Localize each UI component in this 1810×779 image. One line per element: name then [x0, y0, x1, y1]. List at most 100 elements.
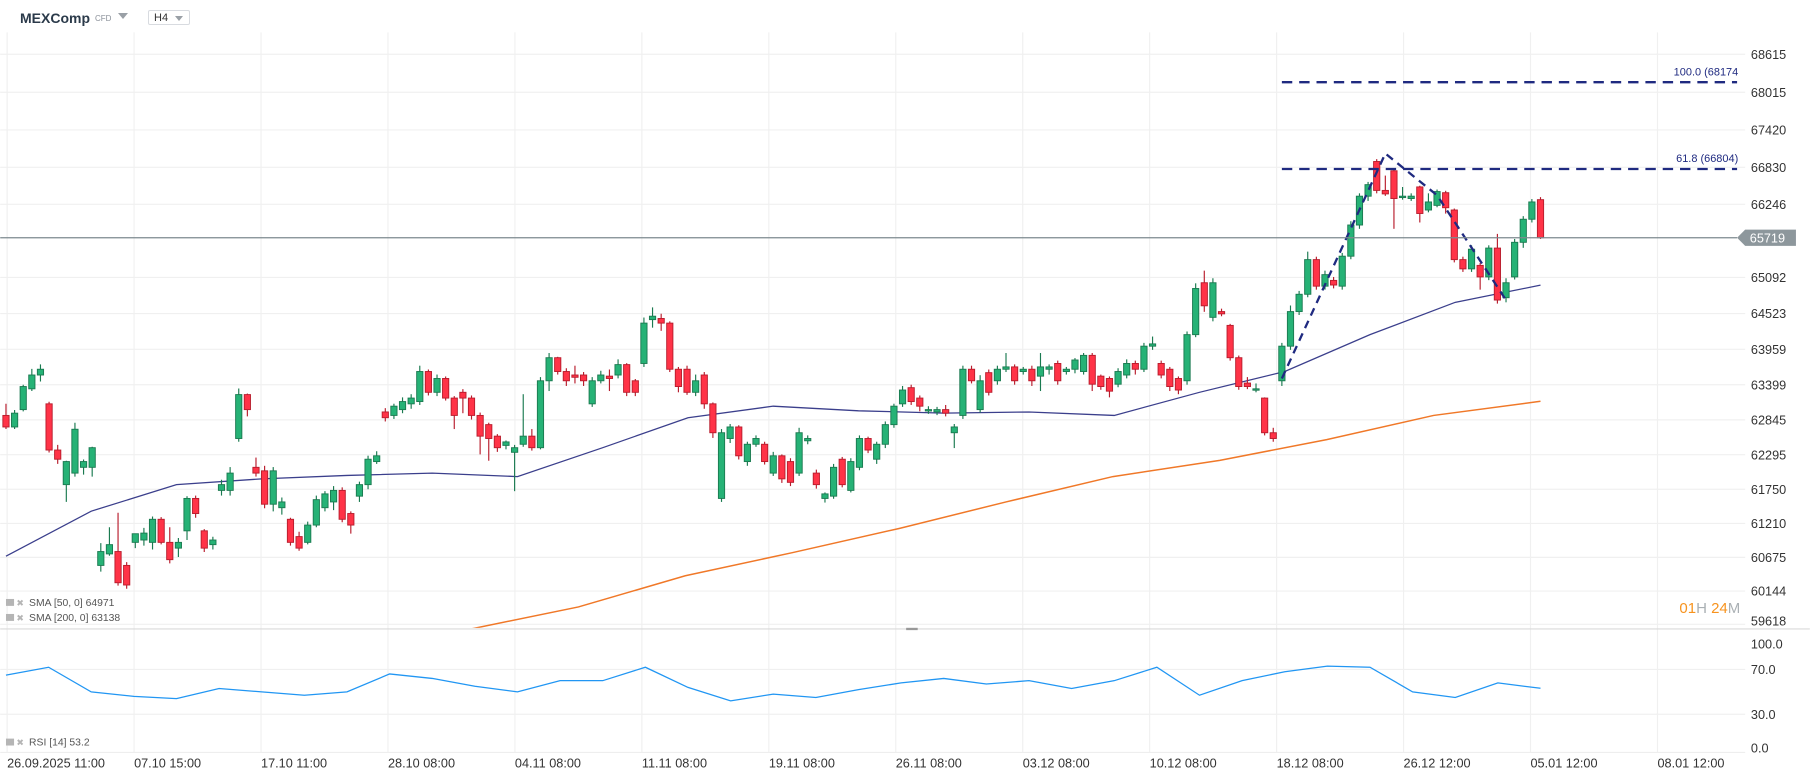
candle-body: [1252, 388, 1260, 391]
candle-body: [614, 364, 622, 376]
candle-up: [390, 403, 398, 419]
candle-body: [1304, 259, 1312, 295]
last-price-value: 65719: [1750, 231, 1785, 245]
candle-body: [1476, 264, 1484, 278]
candle-body: [554, 357, 562, 372]
candle-body: [1200, 282, 1208, 307]
legend-menu-icon[interactable]: [5, 598, 15, 606]
candle-body: [1502, 282, 1510, 299]
candle-down: [1105, 376, 1114, 398]
candle-up: [1148, 336, 1157, 350]
candle-up: [950, 423, 958, 449]
candle-body: [830, 466, 838, 497]
candle-up: [648, 307, 657, 328]
candle-down: [1054, 360, 1062, 385]
candle-body: [545, 357, 553, 382]
fib-zigzag-line[interactable]: [1280, 151, 1507, 379]
time-tick-label: 28.10 08:00: [388, 756, 455, 770]
candle-up: [1511, 238, 1519, 280]
candle-body: [71, 428, 79, 474]
symbol-dropdown-caret-icon[interactable]: [118, 13, 128, 19]
candle-body: [364, 458, 372, 486]
price-tick-label: 60144: [1751, 585, 1786, 599]
candle-body: [476, 414, 484, 437]
candle-body: [950, 426, 958, 434]
candle-countdown: 01H 24M: [1679, 600, 1740, 617]
candle-down: [381, 408, 389, 422]
chevron-down-icon: [175, 16, 183, 21]
legend-close-icon[interactable]: ✖: [16, 613, 24, 623]
candle-body: [1131, 363, 1139, 370]
candle-body: [338, 489, 346, 520]
candle-body: [347, 513, 355, 526]
candle-body: [924, 409, 932, 412]
candle-body: [321, 493, 329, 509]
candle-body: [717, 432, 726, 499]
legend-close-icon[interactable]: ✖: [16, 598, 24, 608]
timeframe-value: H4: [154, 12, 169, 24]
candle-body: [1278, 345, 1286, 382]
candle-down: [1131, 360, 1139, 375]
candle-up: [355, 481, 364, 502]
grid: [0, 32, 1810, 753]
candle-up: [993, 365, 1001, 385]
candle-body: [804, 438, 812, 442]
price-tick-label: 66830: [1751, 161, 1786, 175]
legend-rsi: RSI [14] 53.2: [29, 738, 90, 749]
price-tick-label: 62845: [1751, 413, 1786, 427]
candle-body: [838, 458, 846, 486]
candle-body: [933, 409, 941, 413]
time-tick-label: 26.12 12:00: [1404, 756, 1471, 770]
candle-body: [873, 443, 881, 460]
candle-down: [54, 444, 62, 464]
candle-down: [1261, 397, 1269, 436]
candle-body: [993, 368, 1001, 382]
candle-body: [295, 536, 303, 549]
legend-close-icon[interactable]: ✖: [16, 738, 24, 748]
price-tick-label: 63959: [1751, 343, 1786, 357]
price-tick-label: 66246: [1751, 198, 1786, 212]
candle-down: [1476, 263, 1484, 290]
candle-down: [623, 363, 631, 397]
candle-body: [1183, 334, 1191, 382]
candle-body: [1424, 201, 1433, 211]
candle-down: [45, 401, 53, 453]
legend-menu-icon[interactable]: [5, 613, 15, 621]
time-tick-label: 26.09.2025 11:00: [7, 756, 105, 770]
candle-body: [942, 409, 950, 414]
candle-body: [157, 518, 165, 543]
candle-body: [1243, 382, 1251, 387]
panel-resize-handle[interactable]: [906, 627, 918, 631]
candle-body: [864, 438, 872, 451]
candle-up: [321, 491, 329, 512]
candle-body: [1407, 195, 1415, 199]
candle-down: [1450, 208, 1458, 263]
candle-body: [140, 532, 148, 541]
candle-up: [898, 385, 907, 407]
candle-body: [683, 368, 691, 393]
candle-body: [1528, 201, 1536, 220]
rsi-panel: 100.0 70.0 30.0 0.0: [0, 638, 1783, 755]
fibonacci-tool[interactable]: 100.0 (68174 61.8 (66804): [1280, 66, 1738, 379]
price-tick-label: 61210: [1751, 517, 1786, 531]
candle-down: [114, 512, 122, 586]
candle-body: [235, 394, 243, 439]
candle-body: [1123, 363, 1131, 376]
candle-down: [1330, 276, 1338, 289]
candle-up: [1502, 278, 1510, 303]
candles: [2, 159, 1545, 589]
timeframe-select[interactable]: H4: [148, 10, 190, 25]
candle-body: [1157, 363, 1165, 376]
candle-body: [1338, 255, 1346, 287]
legend-menu-icon[interactable]: [5, 738, 15, 746]
symbol-name[interactable]: MEXComp: [20, 10, 90, 26]
fib-level-label: 61.8 (66804): [1676, 153, 1738, 165]
candle-up: [312, 495, 320, 528]
candle-body: [916, 397, 924, 407]
candle-up: [511, 444, 519, 492]
candle-body: [536, 380, 545, 449]
candle-body: [786, 461, 795, 483]
candle-up: [148, 516, 157, 550]
candle-body: [855, 438, 864, 468]
